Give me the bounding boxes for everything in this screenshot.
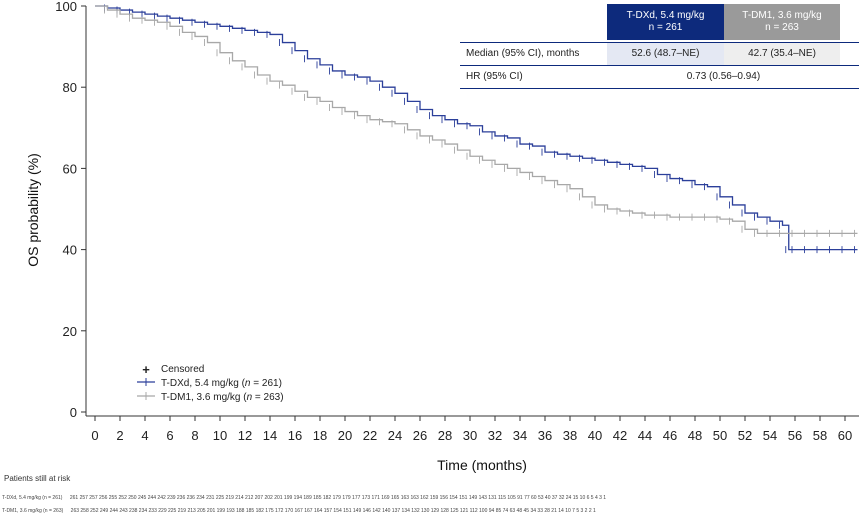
- median-label: Median (95% CI), months: [466, 48, 580, 59]
- x-tick-label: 10: [213, 428, 227, 443]
- hr-value: 0.73 (0.56–0.94): [686, 71, 761, 82]
- x-tick-label: 8: [191, 428, 198, 443]
- x-tick-label: 2: [116, 428, 123, 443]
- x-tick-label: 52: [738, 428, 752, 443]
- legend-tdm1: T-DM1, 3.6 mg/kg (n = 263): [137, 391, 284, 405]
- median-row: Median (95% CI), months 52.6 (48.7–NE) 4…: [460, 42, 859, 65]
- legend-tdxd-label: T-DXd, 5.4 mg/kg (n = 261): [161, 378, 282, 389]
- x-tick-label: 0: [91, 428, 98, 443]
- chart-legend: + Censored T-DXd, 5.4 mg/kg (n = 261) T-…: [137, 363, 284, 405]
- x-tick-label: 26: [413, 428, 427, 443]
- x-tick-label: 34: [513, 428, 527, 443]
- x-tick-label: 12: [238, 428, 252, 443]
- legend-tdxd: T-DXd, 5.4 mg/kg (n = 261): [137, 377, 284, 391]
- tdxd-header-line2: n = 261: [648, 22, 683, 33]
- y-tick-label: 40: [63, 243, 77, 258]
- x-tick-label: 36: [538, 428, 552, 443]
- tdm1-header-line2: n = 263: [765, 22, 799, 33]
- survival-curves: [95, 4, 858, 254]
- tdxd-curve: [95, 5, 858, 251]
- risk-row-tdxd-values: 261 257 257 256 255 252 250 245 244 242 …: [69, 495, 607, 501]
- tdm1-curve: [95, 5, 858, 235]
- censored-plus-icon: +: [142, 362, 150, 377]
- risk-row-tdm1: T-DM1, 3.6 mg/kg (n = 263) 263 258 252 2…: [2, 508, 596, 514]
- median-tdxd: 52.6 (48.7–NE): [607, 43, 724, 65]
- tdxd-header-line1: T-DXd, 5.4 mg/kg: [626, 10, 705, 21]
- x-tick-label: 30: [463, 428, 477, 443]
- risk-row-tdxd-label: T-DXd, 5.4 mg/kg (n = 261): [2, 495, 63, 501]
- x-tick-label: 28: [438, 428, 452, 443]
- legend-tdm1-label: T-DM1, 3.6 mg/kg (n = 263): [161, 392, 284, 403]
- tdm1-line-icon: [137, 391, 155, 406]
- hr-row: HR (95% CI) 0.73 (0.56–0.94): [460, 65, 859, 89]
- x-tick-label: 18: [313, 428, 327, 443]
- x-axis-label: Time (months): [437, 457, 527, 473]
- x-tick-label: 48: [688, 428, 702, 443]
- x-tick-label: 38: [563, 428, 577, 443]
- tdm1-header-line1: T-DM1, 3.6 mg/kg: [742, 10, 822, 21]
- tdm1-header: T-DM1, 3.6 mg/kg n = 263: [724, 4, 840, 40]
- median-tdm1: 42.7 (35.4–NE): [724, 43, 840, 65]
- x-tick-label: 44: [638, 428, 652, 443]
- x-tick-label: 46: [663, 428, 677, 443]
- y-tick-label: 100: [55, 0, 77, 14]
- risk-table-title: Patients still at risk: [4, 474, 71, 483]
- risk-row-tdm1-label: T-DM1, 3.6 mg/kg (n = 263): [2, 508, 64, 514]
- x-tick-label: 42: [613, 428, 627, 443]
- legend-censored-label: Censored: [161, 364, 205, 375]
- x-tick-label: 40: [588, 428, 602, 443]
- x-tick-label: 32: [488, 428, 502, 443]
- x-tick-label: 56: [788, 428, 802, 443]
- x-tick-label: 16: [288, 428, 302, 443]
- hr-label: HR (95% CI): [466, 71, 523, 82]
- x-tick-label: 4: [141, 428, 148, 443]
- legend-censored: + Censored: [137, 363, 284, 377]
- risk-row-tdm1-values: 263 258 252 249 244 243 238 234 233 229 …: [70, 508, 596, 514]
- x-tick-label: 14: [263, 428, 277, 443]
- risk-row-tdxd: T-DXd, 5.4 mg/kg (n = 261) 261 257 257 2…: [2, 495, 606, 501]
- x-tick-label: 50: [713, 428, 727, 443]
- x-tick-label: 22: [363, 428, 377, 443]
- x-tick-label: 6: [166, 428, 173, 443]
- tdxd-line-icon: [137, 377, 155, 392]
- y-axis-label: OS probability (%): [25, 153, 41, 267]
- x-tick-label: 54: [763, 428, 777, 443]
- x-tick-label: 60: [838, 428, 852, 443]
- tdxd-header: T-DXd, 5.4 mg/kg n = 261: [607, 4, 724, 40]
- y-tick-label: 80: [63, 80, 77, 95]
- x-tick-label: 24: [388, 428, 402, 443]
- x-tick-label: 58: [813, 428, 827, 443]
- y-tick-label: 20: [63, 324, 77, 339]
- y-tick-label: 0: [70, 405, 77, 420]
- x-tick-label: 20: [338, 428, 352, 443]
- y-tick-label: 60: [63, 161, 77, 176]
